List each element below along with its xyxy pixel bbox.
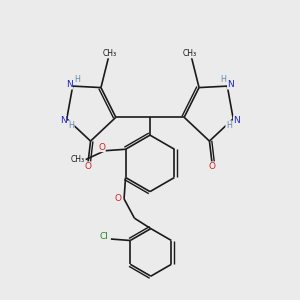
Text: N: N — [60, 116, 67, 125]
Text: N: N — [227, 80, 234, 89]
Text: H: H — [220, 75, 226, 84]
Text: CH₃: CH₃ — [183, 49, 197, 58]
Text: H: H — [68, 121, 74, 130]
Text: CH₃: CH₃ — [103, 49, 117, 58]
Text: O: O — [98, 143, 105, 152]
Text: N: N — [233, 116, 240, 125]
Text: CH₃: CH₃ — [71, 155, 85, 164]
Text: H: H — [74, 75, 80, 84]
Text: Cl: Cl — [100, 232, 109, 241]
Text: N: N — [66, 80, 73, 89]
Text: O: O — [209, 162, 216, 171]
Text: O: O — [84, 162, 91, 171]
Text: O: O — [114, 194, 121, 203]
Text: H: H — [226, 121, 232, 130]
